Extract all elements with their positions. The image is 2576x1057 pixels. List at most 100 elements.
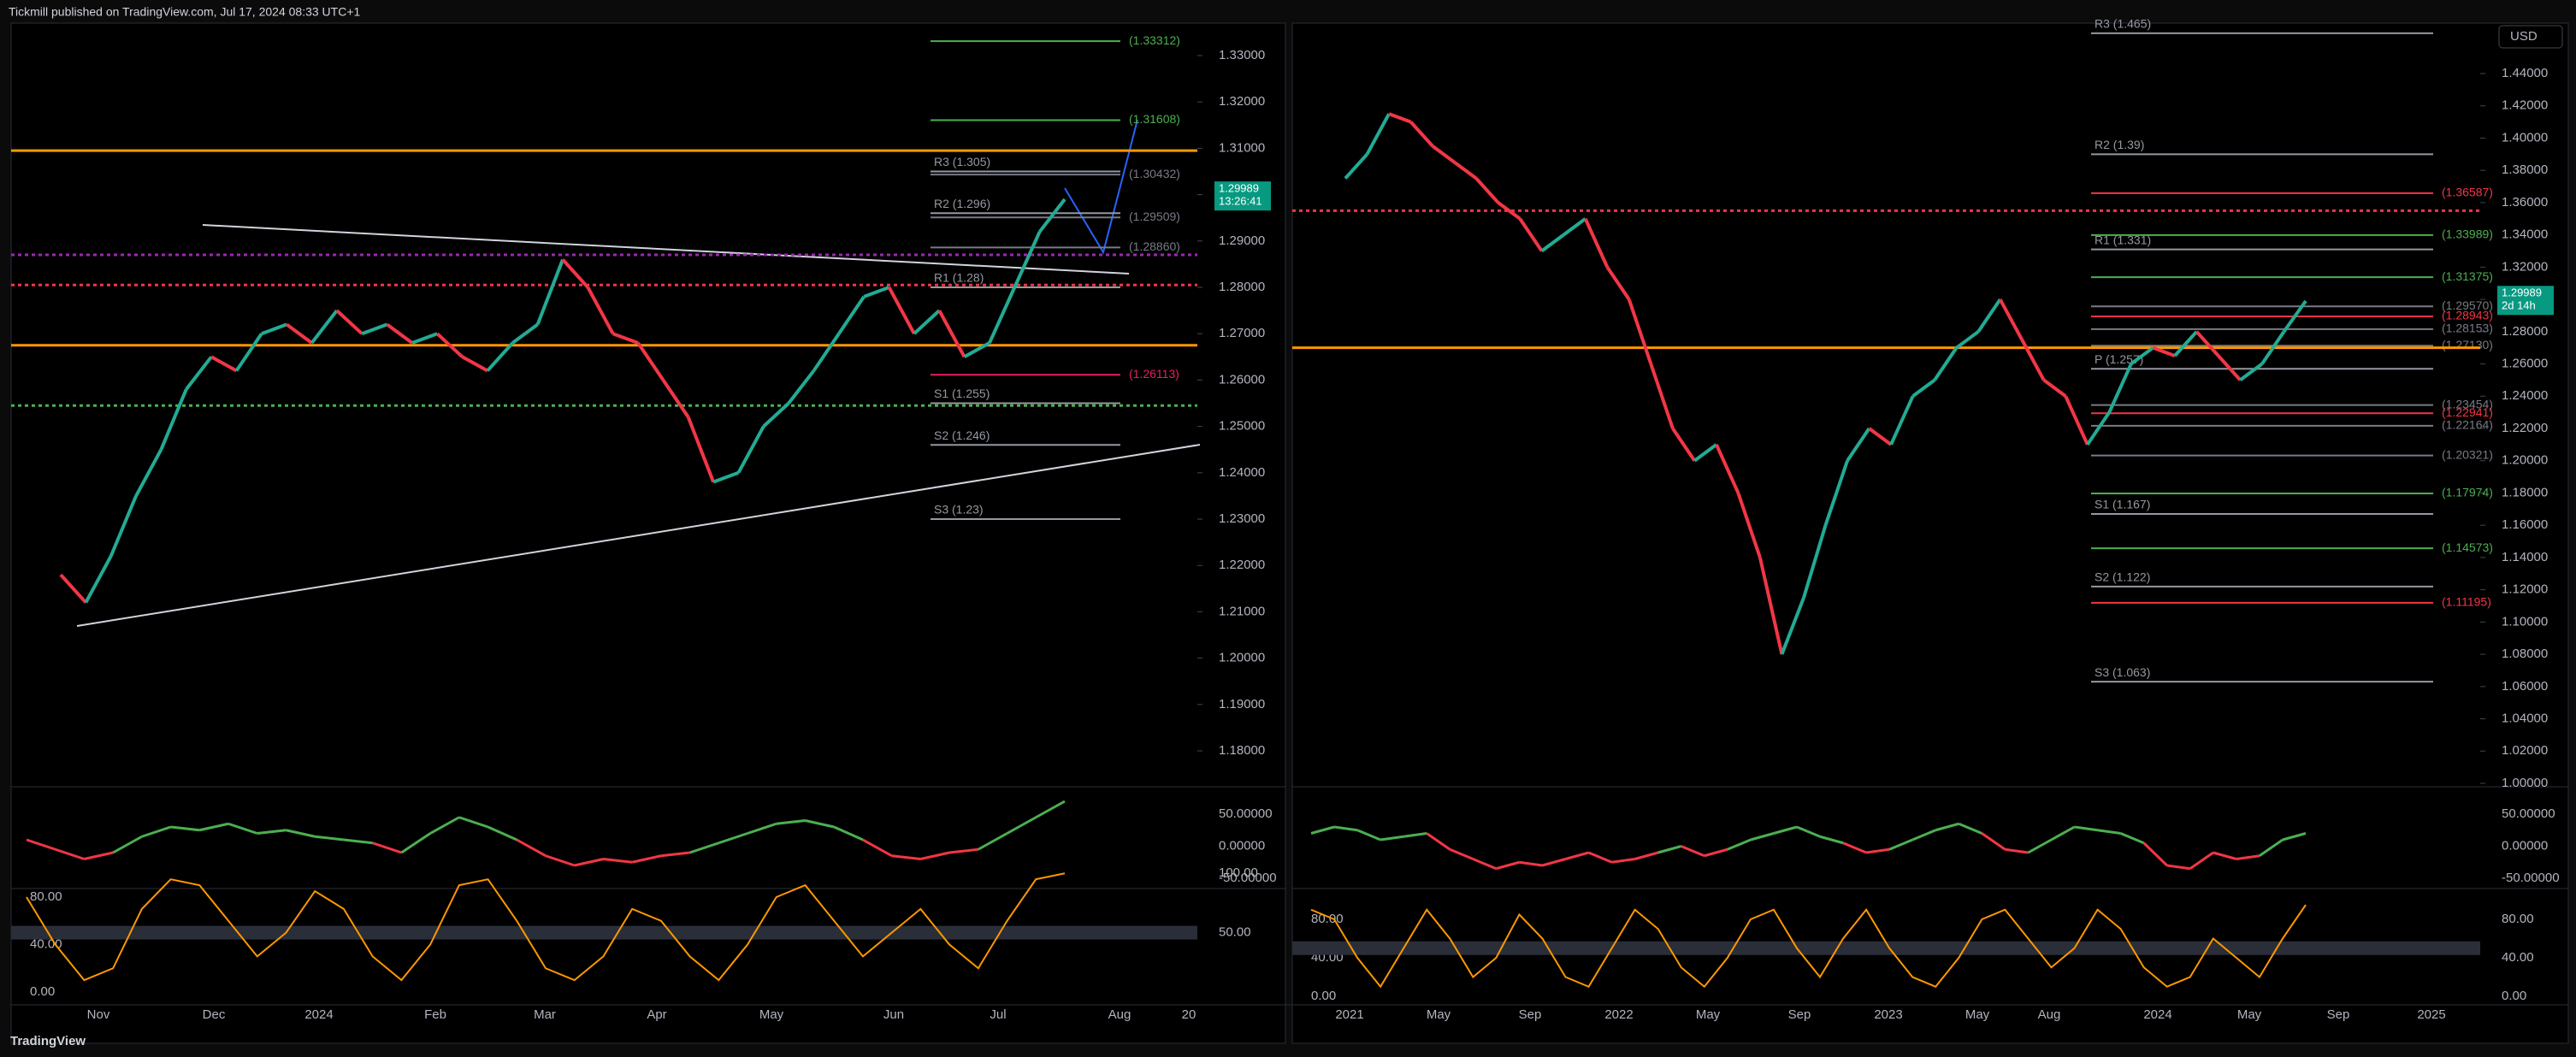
stoch-label-left: 0.00 (30, 984, 55, 999)
price-segment (185, 356, 213, 391)
stoch-label-right: 100.00 (1219, 865, 1258, 880)
price-segment (2282, 299, 2307, 333)
date-label: Sep (1519, 1007, 1542, 1022)
price-segment (234, 333, 263, 372)
price-segment (2130, 346, 2154, 366)
price-segment (411, 332, 438, 345)
level-label: (1.11195) (2442, 595, 2491, 609)
price-label: 1.26000 (1219, 372, 1265, 387)
osc-segment (429, 816, 460, 835)
price-label: 1.38000 (2502, 162, 2548, 177)
level-label: (1.31375) (2442, 269, 2493, 283)
osc-segment (545, 854, 576, 867)
price-segment (1431, 145, 1456, 164)
price-label: 1.28000 (2502, 324, 2548, 339)
price-segment (386, 322, 414, 345)
price-label: 1.20000 (1219, 651, 1265, 665)
level-label: (1.26113) (1129, 367, 1179, 381)
date-label: 2023 (1874, 1007, 1902, 1022)
currency-button[interactable] (2498, 25, 2563, 49)
price-segment (1388, 112, 1412, 124)
price-segment (1365, 113, 1391, 156)
level-label: S1 (1.167) (2094, 498, 2150, 511)
price-label: 1.21000 (1219, 604, 1265, 618)
osc-segment (257, 829, 287, 835)
osc-segment (1935, 822, 1959, 832)
price-segment (1780, 597, 1805, 655)
price-segment (612, 332, 639, 345)
date-label: Aug (1108, 1007, 1131, 1022)
osc-segment (1888, 838, 1913, 851)
price-segment (361, 322, 388, 336)
price-label: 1.18000 (2502, 485, 2548, 499)
osc-segment (1587, 851, 1613, 864)
date-label: 2025 (2417, 1007, 2445, 1022)
osc-segment (55, 847, 85, 860)
price-label: 1.29000 (1219, 233, 1265, 248)
osc-segment (1819, 835, 1844, 845)
osc-segment (199, 822, 229, 832)
osc-segment (2074, 825, 2098, 832)
level-label: (1.33312) (1129, 33, 1180, 47)
osc-label: -50.00000 (1219, 871, 1277, 885)
price-segment (2086, 411, 2111, 446)
level-label: S3 (1.23) (934, 503, 984, 517)
osc-segment (1681, 845, 1705, 858)
osc-segment (1773, 825, 1798, 835)
price-segment (1013, 231, 1042, 288)
price-segment (1038, 198, 1066, 233)
osc-segment (833, 825, 864, 841)
osc-segment (1035, 800, 1066, 819)
osc-segment (1006, 816, 1037, 835)
price-label: 1.04000 (2502, 712, 2548, 726)
price-segment (937, 310, 966, 358)
date-label: Dec (203, 1007, 226, 1022)
price-segment (561, 258, 589, 289)
countdown: 2d 14h (2502, 299, 2536, 312)
osc-segment (343, 838, 373, 845)
price-segment (461, 355, 488, 373)
date-label: 20 (1182, 1007, 1196, 1022)
osc-segment (2097, 829, 2121, 835)
level-label: (1.36587) (2442, 186, 2493, 199)
price-segment (1671, 427, 1697, 462)
osc-segment (1426, 832, 1451, 851)
osc-segment (2120, 832, 2145, 845)
osc-segment (1634, 851, 1659, 860)
price-segment (1453, 161, 1478, 180)
osc-segment (1310, 825, 1335, 835)
level-label: (1.22164) (2442, 418, 2493, 432)
osc-segment (84, 851, 114, 860)
price-segment (787, 369, 816, 404)
price-tag: 1.29989 (2502, 286, 2542, 299)
date-label: May (759, 1007, 784, 1022)
price-label: 1.19000 (1219, 697, 1265, 712)
date-label: 2021 (1335, 1007, 1363, 1022)
price-segment (2107, 363, 2133, 413)
osc-segment (2050, 825, 2076, 841)
level-label: (1.31608) (1129, 112, 1180, 126)
osc-segment (1565, 851, 1589, 860)
osc-segment (1380, 835, 1404, 841)
osc-segment (776, 819, 806, 825)
level-label: R2 (1.39) (2094, 138, 2144, 151)
trendline (202, 224, 1130, 275)
price-segment (486, 341, 514, 372)
osc-segment (1865, 847, 1890, 854)
osc-segment (141, 825, 172, 838)
stoch-band (1292, 941, 2480, 955)
price-segment (1649, 363, 1675, 429)
price-segment (2195, 330, 2220, 357)
publisher-line: Tickmill published on TradingView.com, J… (9, 5, 360, 19)
date-label: 2022 (1604, 1007, 1633, 1022)
osc-segment (1611, 858, 1635, 864)
level-label: (1.28153) (2442, 322, 2493, 335)
stoch-label-left: 80.00 (1311, 912, 1344, 926)
osc-segment (2005, 847, 2029, 854)
price-label: 1.31000 (1219, 140, 1265, 155)
price-segment (1823, 460, 1849, 526)
price-label: 1.34000 (2502, 227, 2548, 242)
osc-label: -50.00000 (2502, 871, 2560, 885)
osc-segment (1958, 822, 1982, 835)
osc-segment (1704, 847, 1728, 858)
